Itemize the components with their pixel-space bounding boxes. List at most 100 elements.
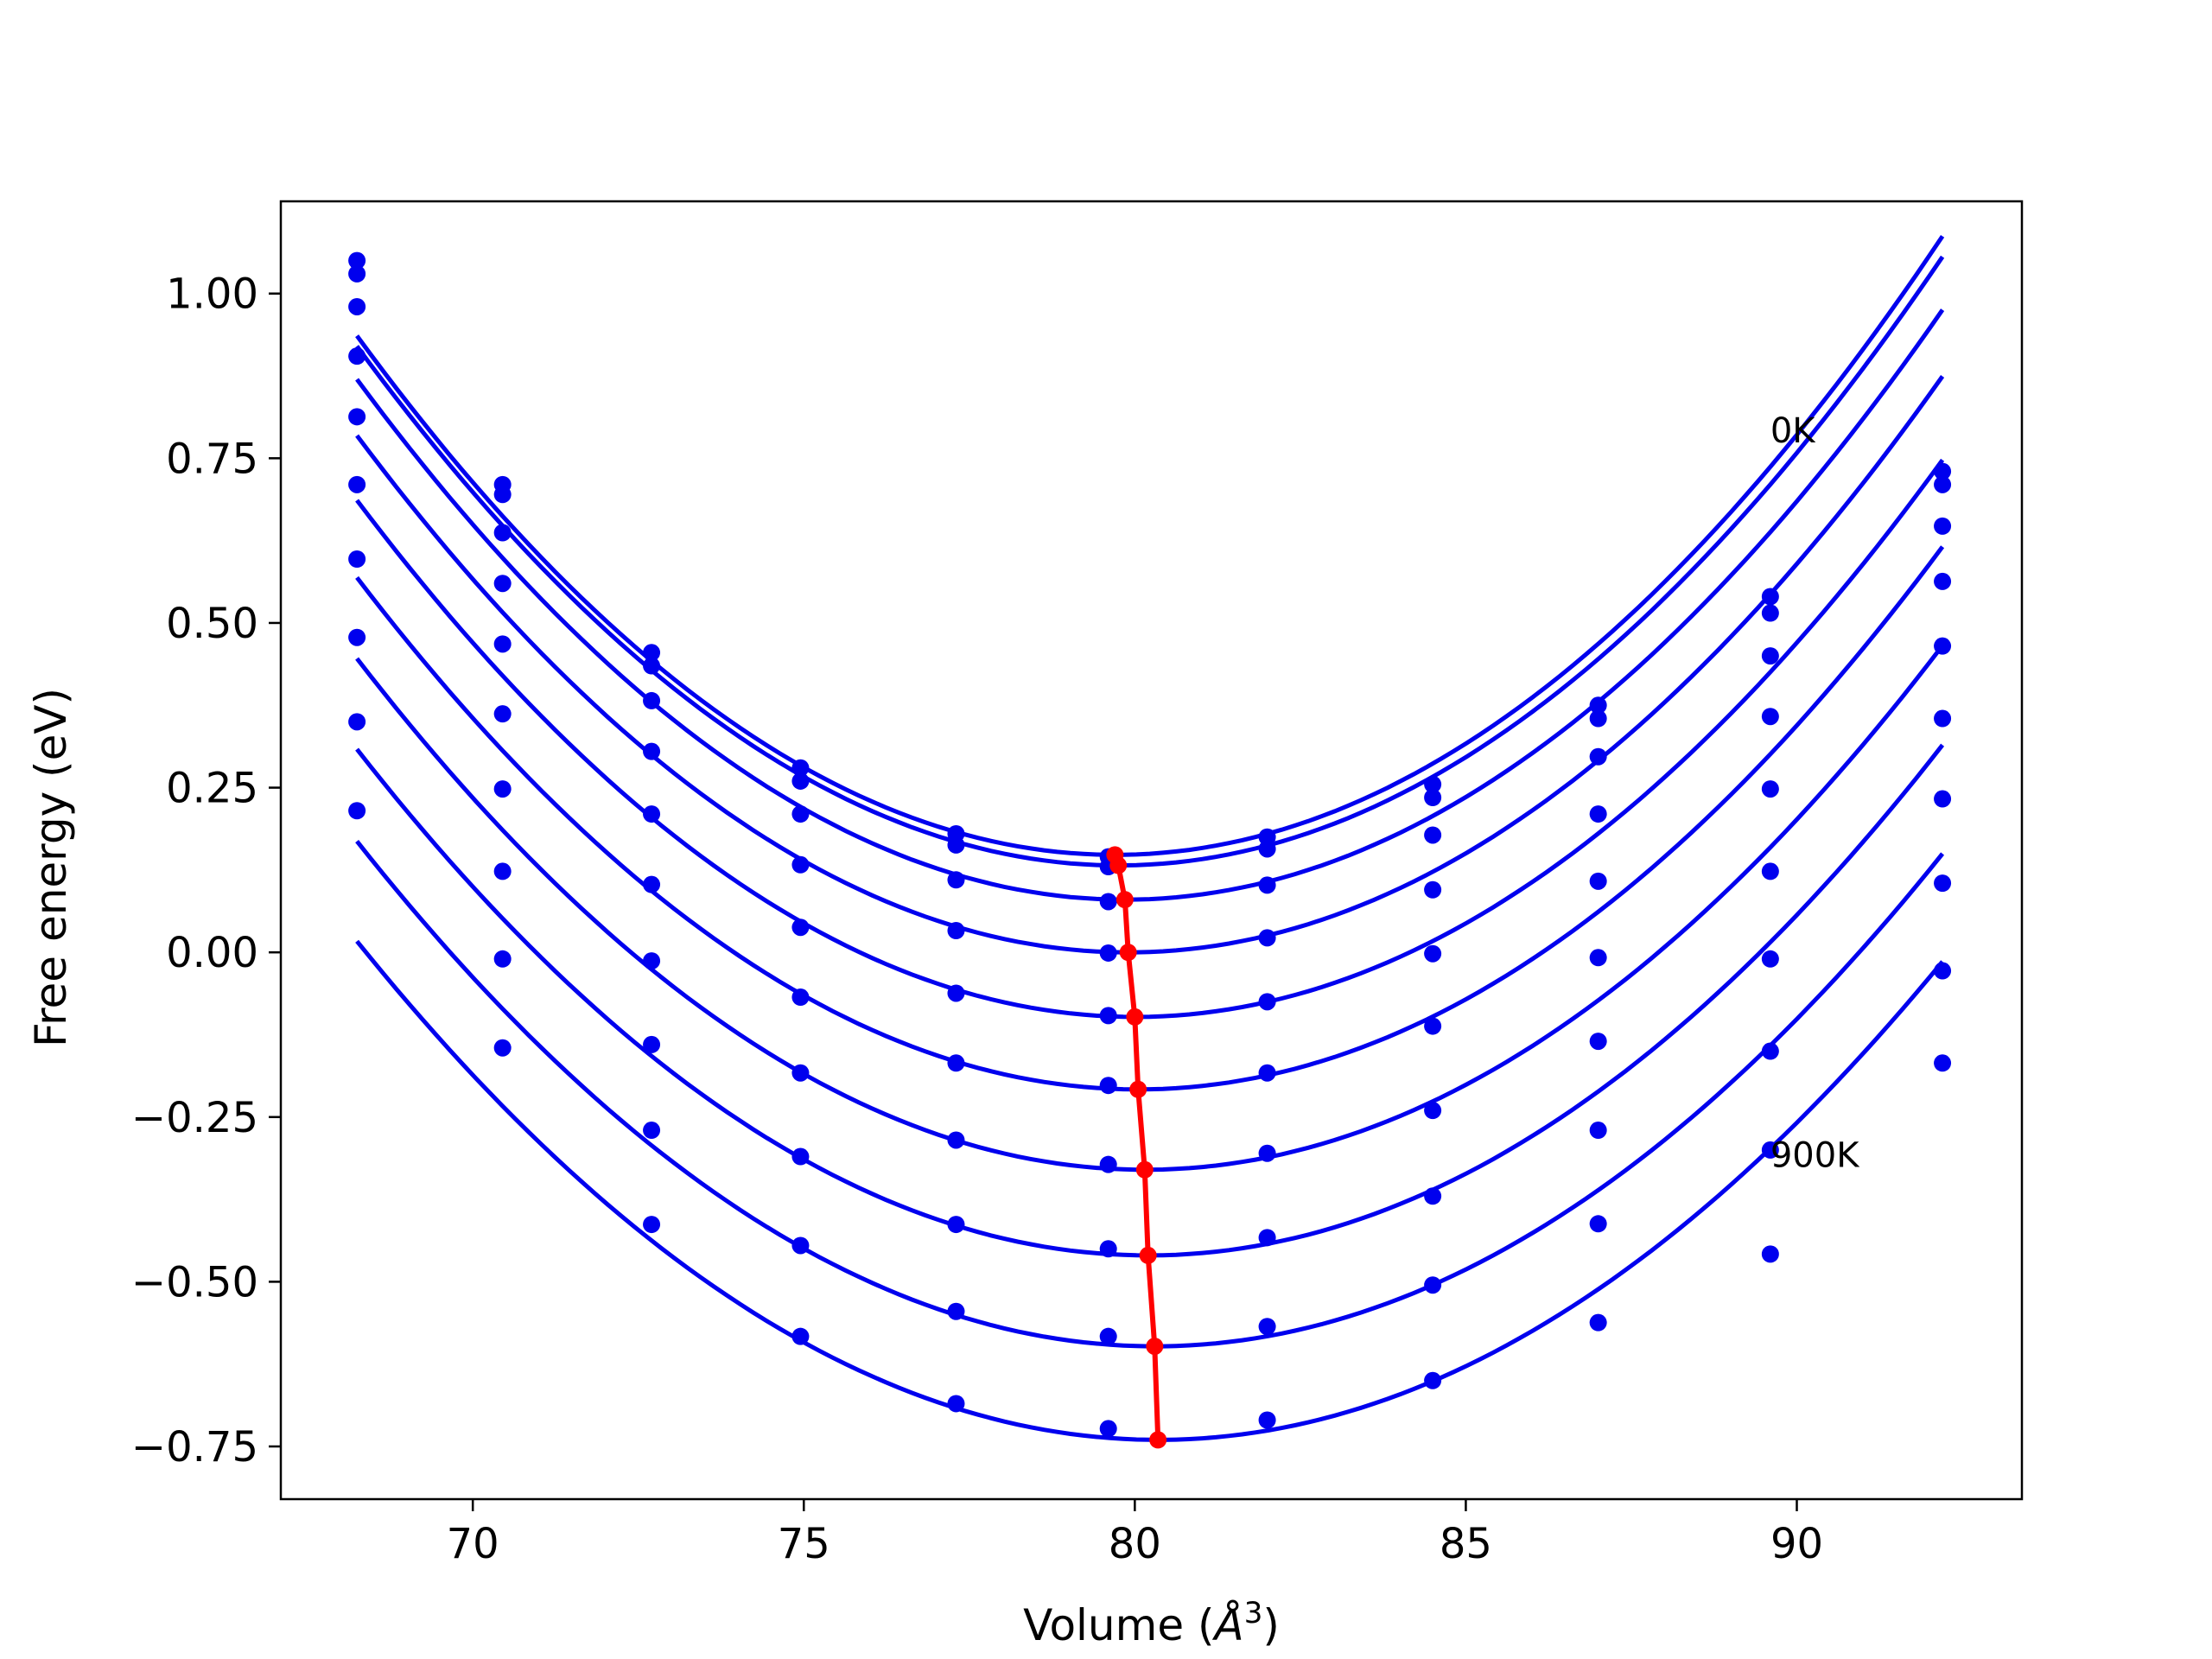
data-point-700K-2 (643, 1035, 661, 1053)
data-point-900K-9 (1761, 1245, 1779, 1263)
data-point-800K-3 (791, 1236, 810, 1255)
data-point-300K-3 (791, 855, 810, 874)
data-point-600K-10 (1934, 790, 1952, 808)
annotations: 0K 900K (1770, 411, 1860, 1176)
data-point-100K-3 (791, 772, 810, 790)
data-point-0K-10 (1934, 462, 1952, 480)
data-point-800K-2 (643, 1122, 661, 1140)
data-point-400K-1 (493, 635, 512, 653)
data-point-700K-7 (1424, 1187, 1442, 1205)
data-point-400K-2 (643, 805, 661, 823)
data-point-200K-4 (947, 871, 965, 889)
data-point-100K-2 (643, 657, 661, 675)
y-tick-label-6: −0.50 (131, 1258, 258, 1306)
data-point-900K-0 (348, 802, 366, 820)
data-point-600K-5 (1099, 1155, 1117, 1173)
data-point-800K-1 (493, 950, 512, 968)
fit-curve-500K (355, 545, 1945, 1092)
data-point-400K-10 (1934, 637, 1952, 655)
data-point-500K-7 (1424, 1017, 1442, 1035)
data-point-700K-1 (493, 862, 512, 880)
data-point-800K-4 (947, 1302, 965, 1320)
data-point-300K-7 (1424, 880, 1442, 899)
data-point-0K-9 (1761, 588, 1779, 606)
x-tick-label-2: 80 (1109, 1520, 1161, 1568)
minimum-point-8 (1146, 1338, 1164, 1356)
data-point-600K-2 (643, 952, 661, 970)
data-point-800K-8 (1589, 1215, 1607, 1233)
data-point-800K-6 (1258, 1318, 1276, 1336)
x-axis-label-exponent: 3 (1244, 1596, 1263, 1630)
data-point-900K-7 (1424, 1371, 1442, 1389)
data-point-200K-0 (348, 297, 366, 315)
data-point-400K-4 (947, 984, 965, 1002)
y-tick-label-1: 0.75 (166, 435, 258, 483)
data-point-100K-9 (1761, 604, 1779, 622)
data-point-300K-6 (1258, 929, 1276, 947)
x-tick-label-4: 90 (1770, 1520, 1823, 1568)
data-point-900K-5 (1099, 1420, 1117, 1438)
data-point-200K-7 (1424, 826, 1442, 844)
minimum-point-7 (1139, 1246, 1157, 1264)
data-point-100K-7 (1424, 789, 1442, 807)
data-point-900K-8 (1589, 1313, 1607, 1332)
data-point-600K-1 (493, 780, 512, 798)
data-point-400K-6 (1258, 993, 1276, 1011)
data-point-600K-7 (1424, 1102, 1442, 1120)
data-point-600K-9 (1761, 950, 1779, 968)
data-point-400K-3 (791, 918, 810, 937)
minima-path (1112, 854, 1161, 1440)
y-tick-label-4: 0.00 (166, 929, 258, 977)
data-point-800K-7 (1424, 1276, 1442, 1294)
data-point-700K-6 (1258, 1229, 1276, 1247)
fit-curve-200K (355, 308, 1945, 902)
minimum-point-5 (1129, 1080, 1147, 1098)
data-point-0K-8 (1589, 696, 1607, 715)
data-point-600K-6 (1258, 1144, 1276, 1162)
data-point-900K-10 (1934, 1054, 1952, 1072)
x-tick-label-1: 75 (778, 1520, 830, 1568)
fit-curve-300K (355, 375, 1945, 955)
data-point-700K-9 (1761, 1042, 1779, 1060)
data-point-700K-0 (348, 628, 366, 646)
data-point-300K-0 (348, 347, 366, 365)
data-point-100K-6 (1258, 840, 1276, 858)
data-point-900K-4 (947, 1395, 965, 1413)
y-axis-label: Free energy (eV) (26, 688, 76, 1047)
x-axis-label: Volume (Å3) (1023, 1596, 1280, 1650)
data-point-800K-5 (1099, 1327, 1117, 1345)
data-point-200K-5 (1099, 893, 1117, 911)
data-point-900K-2 (643, 1216, 661, 1234)
annotation-1: 900K (1770, 1136, 1860, 1176)
fit-curve-100K (355, 255, 1945, 868)
data-point-0K-7 (1424, 775, 1442, 793)
data-point-200K-10 (1934, 517, 1952, 535)
y-tick-label-2: 0.50 (166, 600, 258, 648)
data-point-700K-10 (1934, 874, 1952, 893)
data-point-300K-9 (1761, 708, 1779, 726)
data-point-500K-5 (1099, 1077, 1117, 1095)
data-point-700K-8 (1589, 1122, 1607, 1140)
annotation-0: 0K (1770, 411, 1816, 451)
y-tick-label-0: 1.00 (166, 270, 258, 319)
data-point-900K-1 (493, 1039, 512, 1057)
data-point-200K-9 (1761, 647, 1779, 665)
fit-curve-400K (355, 458, 1945, 1020)
data-point-600K-4 (947, 1131, 965, 1149)
data-point-500K-8 (1589, 949, 1607, 967)
minima-line (1106, 846, 1167, 1449)
data-point-300K-5 (1099, 944, 1117, 962)
minimum-point-6 (1135, 1160, 1154, 1179)
data-points (348, 251, 1952, 1438)
data-point-200K-1 (493, 524, 512, 542)
data-point-400K-0 (348, 408, 366, 426)
plot-frame (279, 200, 2024, 1501)
data-point-100K-10 (1934, 475, 1952, 493)
data-point-300K-1 (493, 575, 512, 593)
data-point-500K-1 (493, 705, 512, 723)
data-point-300K-4 (947, 922, 965, 940)
data-point-400K-8 (1589, 872, 1607, 890)
data-point-500K-10 (1934, 709, 1952, 728)
